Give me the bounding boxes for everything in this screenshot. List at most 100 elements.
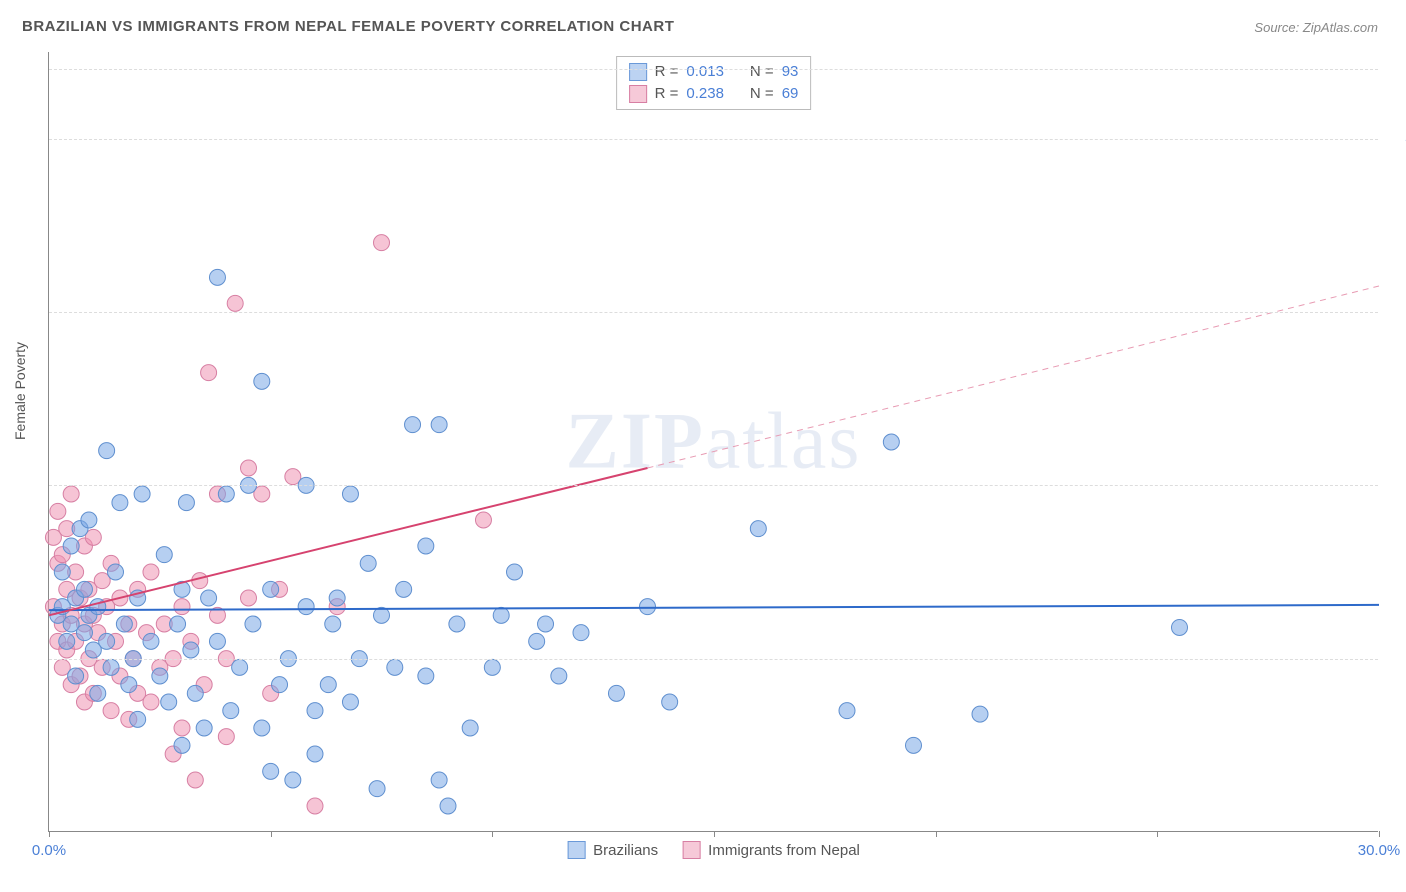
data-point bbox=[418, 668, 434, 684]
data-point bbox=[325, 616, 341, 632]
data-point bbox=[227, 295, 243, 311]
data-point bbox=[573, 625, 589, 641]
data-point bbox=[152, 668, 168, 684]
data-point bbox=[662, 694, 678, 710]
chart-title: BRAZILIAN VS IMMIGRANTS FROM NEPAL FEMAL… bbox=[22, 18, 674, 35]
data-point bbox=[307, 798, 323, 814]
data-point bbox=[369, 781, 385, 797]
data-point bbox=[538, 616, 554, 632]
data-point bbox=[241, 590, 257, 606]
data-point bbox=[63, 486, 79, 502]
data-point bbox=[192, 573, 208, 589]
data-point bbox=[342, 486, 358, 502]
data-point bbox=[218, 729, 234, 745]
data-point bbox=[59, 633, 75, 649]
data-point bbox=[272, 677, 288, 693]
data-point bbox=[99, 443, 115, 459]
data-point bbox=[209, 633, 225, 649]
series-legend: Brazilians Immigrants from Nepal bbox=[567, 841, 860, 859]
data-point bbox=[103, 703, 119, 719]
data-point bbox=[307, 703, 323, 719]
data-point bbox=[63, 538, 79, 554]
data-point bbox=[76, 625, 92, 641]
gridline-h bbox=[49, 659, 1378, 660]
data-point bbox=[342, 694, 358, 710]
data-point bbox=[76, 581, 92, 597]
data-point bbox=[81, 512, 97, 528]
data-point bbox=[99, 633, 115, 649]
gridline-h bbox=[49, 485, 1378, 486]
data-point bbox=[143, 694, 159, 710]
x-tick bbox=[714, 831, 715, 837]
data-point bbox=[360, 555, 376, 571]
data-point bbox=[396, 581, 412, 597]
data-point bbox=[174, 720, 190, 736]
data-point bbox=[174, 737, 190, 753]
x-tick bbox=[49, 831, 50, 837]
data-point bbox=[906, 737, 922, 753]
data-point bbox=[103, 659, 119, 675]
y-tick-label: 20.0% bbox=[1388, 477, 1406, 494]
data-point bbox=[484, 659, 500, 675]
data-point bbox=[108, 564, 124, 580]
data-point bbox=[640, 599, 656, 615]
data-point bbox=[285, 772, 301, 788]
scatter-svg bbox=[49, 52, 1378, 831]
data-point bbox=[121, 677, 137, 693]
data-point bbox=[196, 720, 212, 736]
x-tick-label: 0.0% bbox=[32, 842, 66, 859]
data-point bbox=[209, 269, 225, 285]
data-point bbox=[183, 642, 199, 658]
data-point bbox=[307, 746, 323, 762]
data-point bbox=[298, 599, 314, 615]
data-point bbox=[839, 703, 855, 719]
gridline-h bbox=[49, 139, 1378, 140]
data-point bbox=[529, 633, 545, 649]
x-tick bbox=[492, 831, 493, 837]
legend-item-nepal: Immigrants from Nepal bbox=[682, 841, 860, 859]
plot-area: ZIPatlas R = 0.013 N = 93 R = 0.238 N = … bbox=[48, 52, 1378, 832]
data-point bbox=[218, 486, 234, 502]
data-point bbox=[170, 616, 186, 632]
data-point bbox=[263, 581, 279, 597]
data-point bbox=[156, 547, 172, 563]
data-point bbox=[201, 590, 217, 606]
data-point bbox=[608, 685, 624, 701]
swatch-pink-icon bbox=[682, 841, 700, 859]
data-point bbox=[507, 564, 523, 580]
data-point bbox=[68, 668, 84, 684]
x-tick bbox=[1157, 831, 1158, 837]
data-point bbox=[972, 706, 988, 722]
data-point bbox=[431, 772, 447, 788]
data-point bbox=[254, 373, 270, 389]
swatch-blue-icon bbox=[567, 841, 585, 859]
data-point bbox=[431, 417, 447, 433]
data-point bbox=[449, 616, 465, 632]
y-tick-label: 40.0% bbox=[1388, 130, 1406, 147]
y-axis-label: Female Poverty bbox=[12, 342, 28, 440]
data-point bbox=[143, 564, 159, 580]
data-point bbox=[320, 677, 336, 693]
data-point bbox=[161, 694, 177, 710]
data-point bbox=[178, 495, 194, 511]
y-tick-label: 10.0% bbox=[1388, 650, 1406, 667]
data-point bbox=[551, 668, 567, 684]
data-point bbox=[329, 590, 345, 606]
chart-source: Source: ZipAtlas.com bbox=[1254, 20, 1378, 35]
data-point bbox=[223, 703, 239, 719]
data-point bbox=[883, 434, 899, 450]
gridline-h bbox=[49, 312, 1378, 313]
data-point bbox=[1172, 619, 1188, 635]
data-point bbox=[143, 633, 159, 649]
data-point bbox=[387, 659, 403, 675]
data-point bbox=[187, 772, 203, 788]
x-tick bbox=[936, 831, 937, 837]
data-point bbox=[187, 685, 203, 701]
data-point bbox=[116, 616, 132, 632]
data-point bbox=[54, 564, 70, 580]
data-point bbox=[174, 599, 190, 615]
data-point bbox=[405, 417, 421, 433]
data-point bbox=[374, 235, 390, 251]
gridline-h bbox=[49, 69, 1378, 70]
x-tick bbox=[1379, 831, 1380, 837]
